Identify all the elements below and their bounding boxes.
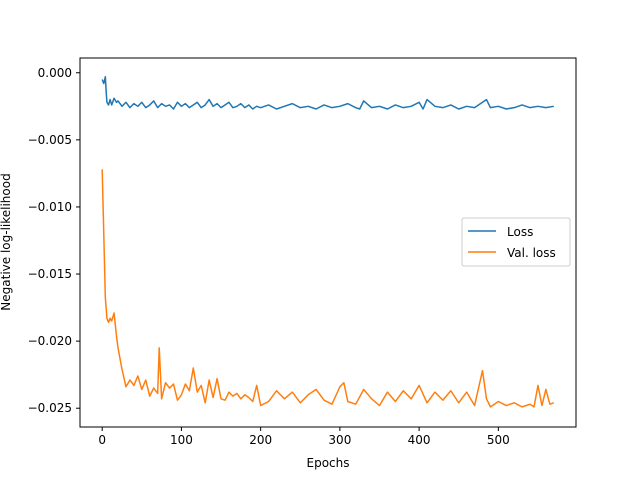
y-tick-label: −0.020 [28, 334, 72, 348]
series-line-val-loss [101, 169, 555, 408]
x-tick-label: 100 [170, 433, 193, 447]
x-tick-label: 0 [98, 433, 106, 447]
y-tick-label: −0.010 [28, 200, 72, 214]
y-tick-label: −0.025 [28, 401, 72, 415]
legend-label-val-loss: Val. loss [507, 246, 556, 260]
x-tick-label: 400 [408, 433, 431, 447]
x-axis-label: Epochs [307, 456, 350, 470]
y-tick-label: −0.005 [28, 133, 72, 147]
axes-frame [79, 57, 577, 428]
x-tick-label: 500 [487, 433, 510, 447]
y-tick-label: −0.015 [28, 267, 72, 281]
legend-box [461, 217, 571, 267]
legend-label-loss: Loss [507, 225, 533, 239]
y-axis-label: Negative log-likelihood [0, 173, 13, 310]
legend: Loss Val. loss [461, 217, 571, 267]
x-tick-label: 300 [328, 433, 351, 447]
y-tick-label: 0.000 [38, 66, 72, 80]
series-line-loss [101, 76, 554, 110]
x-tick-label: 200 [249, 433, 272, 447]
